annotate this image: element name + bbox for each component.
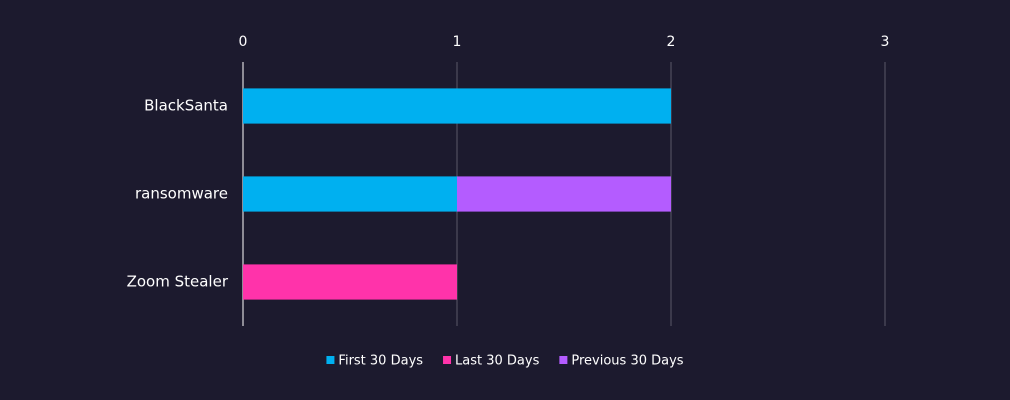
x-tick-label: 0: [239, 34, 248, 50]
legend-swatch: [559, 356, 568, 364]
y-tick-label: ransomware: [135, 185, 228, 203]
legend: First 30 Days Last 30 Days Previous 30 Day…: [326, 354, 684, 369]
bar: [243, 88, 671, 124]
bar: [243, 264, 457, 300]
x-tick-label: 3: [881, 34, 890, 50]
y-tick-label: Zoom Stealer: [127, 273, 229, 291]
legend-label: First 30 Days: [338, 354, 423, 369]
x-tick-label: 1: [453, 34, 462, 50]
x-tick-label: 2: [667, 34, 676, 50]
bar: [457, 176, 671, 212]
legend-label: Previous 30 Days: [571, 354, 683, 369]
legend-swatch: [326, 356, 335, 364]
y-tick-label: BlackSanta: [144, 97, 228, 115]
bar: [243, 176, 457, 212]
legend-swatch: [443, 356, 452, 364]
legend-label: Last 30 Days: [455, 354, 540, 369]
